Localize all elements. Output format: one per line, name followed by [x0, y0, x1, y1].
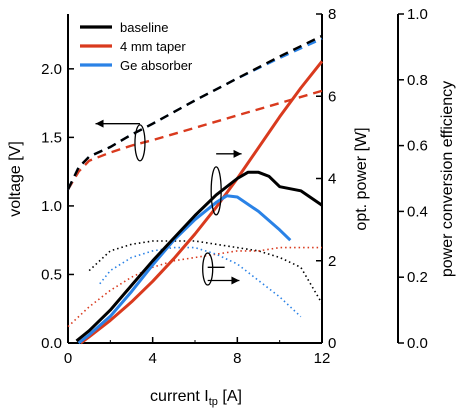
series-layer — [66, 34, 324, 345]
power-line-0 — [75, 170, 323, 343]
legend-label-0: baseline — [120, 20, 168, 35]
x-axis-label: current Itp [A] — [150, 388, 242, 408]
x-tick-label: 4 — [148, 350, 156, 367]
axes-layer: 0 4 8 12 0.0 0.5 1.0 1.5 2.0 0 2 4 6 8 0.0 0.2 0.4 0.6 0.8… — [41, 6, 428, 367]
y-left-axis-label: voltage [V] — [7, 141, 24, 217]
y-mid-axis-label: opt. power [W] — [353, 127, 370, 230]
x-axis-label-subscript: tp — [209, 396, 218, 408]
voltage-group-arrowhead — [95, 119, 104, 128]
y-mid-tick-label: 4 — [328, 171, 336, 188]
y-left-tick-label: 0.5 — [41, 266, 62, 283]
y-mid-tick-label: 2 — [328, 253, 336, 270]
x-tick-label: 0 — [64, 350, 72, 367]
x-tick-label: 8 — [233, 350, 241, 367]
y-left-tick-label: 1.5 — [41, 129, 62, 146]
y-right-tick-label: 0.6 — [407, 138, 428, 155]
y-mid-tick-label: 8 — [328, 6, 336, 23]
legend-label-1: 4 mm taper — [120, 39, 186, 54]
x-axis-label-unit: [A] — [218, 388, 242, 405]
voltage-line-0 — [66, 34, 323, 191]
y-mid-tick-label: 6 — [328, 88, 336, 105]
power-line-2 — [77, 194, 292, 345]
power-group-ellipse — [210, 166, 222, 216]
voltage-line-2 — [66, 37, 323, 191]
efficiency-group-arrowhead-1 — [231, 276, 240, 285]
y-right-axis-label: power conversion efficiency — [439, 81, 456, 277]
y-left-tick-label: 2.0 — [41, 61, 62, 78]
x-tick-label: 12 — [314, 350, 331, 367]
x-axis-label-main: current I — [150, 388, 209, 405]
labels-layer: current Itp [A] voltage [V] opt. power [… — [7, 81, 456, 408]
y-right-tick-label: 0.4 — [407, 203, 428, 220]
legend-label-2: Ge absorber — [120, 58, 193, 73]
y-right-tick-label: 1.0 — [407, 6, 428, 23]
annotation-layer — [95, 119, 242, 286]
y-right-tick-label: 0.8 — [407, 72, 428, 89]
legend: baseline 4 mm taper Ge absorber — [80, 20, 193, 73]
y-left-tick-label: 1.0 — [41, 198, 62, 215]
y-right-tick-label: 0.0 — [407, 335, 428, 352]
power-line-1 — [79, 60, 324, 345]
voltage-line-1 — [66, 89, 323, 191]
power-group-arrowhead — [233, 149, 242, 158]
y-left-tick-label: 0.0 — [41, 335, 62, 352]
efficiency-group-ellipse — [202, 252, 214, 286]
y-mid-tick-label: 0 — [328, 335, 336, 352]
efficiency-line-2 — [99, 246, 302, 318]
voltage-group-ellipse — [134, 124, 146, 162]
y-right-tick-label: 0.2 — [407, 269, 428, 286]
